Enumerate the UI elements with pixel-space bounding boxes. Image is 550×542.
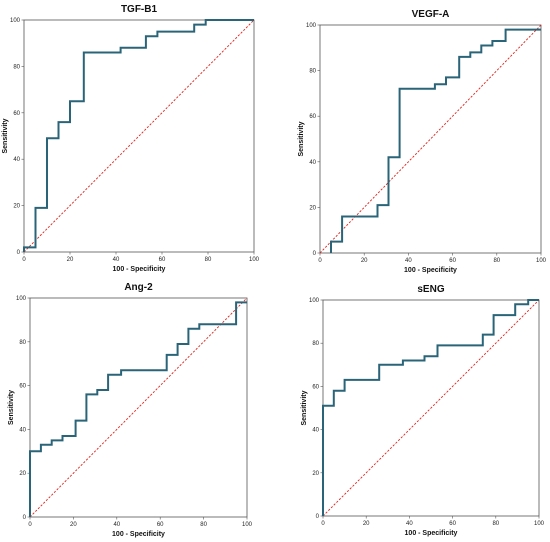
reference-line	[23, 19, 255, 253]
y-tick-label: 80	[309, 69, 316, 75]
reference-line	[319, 24, 542, 254]
roc-panel-seng: sENG 0 20 40 60 80 100 0 20 40 60 80 100 100 - Specif…	[275, 271, 550, 542]
x-tick-label: 40	[113, 522, 120, 528]
x-tick-label: 20	[70, 522, 77, 528]
y-tick-label: 40	[312, 428, 319, 434]
plot-frame-tgf-b1	[23, 19, 255, 253]
x-tick-label: 60	[159, 257, 166, 263]
x-tick-label: 100	[242, 522, 253, 528]
roc-curve-vegf-a	[330, 28, 541, 253]
y-tick-label: 80	[19, 340, 26, 346]
x-tick-label: 60	[157, 522, 164, 528]
roc-panel-vegf-a: VEGF-A 0 20 40 60 80 100 0 20 40 60 80 100 100 - Spec…	[275, 0, 550, 274]
y-tick-label: 0	[316, 514, 320, 520]
chart-title-seng: sENG	[417, 284, 444, 295]
y-tick-label: 20	[19, 471, 26, 477]
chart-title-tgf-b1: TGF-B1	[121, 4, 158, 15]
y-tick-label: 80	[13, 64, 20, 70]
x-tick-label: 60	[449, 521, 456, 527]
chart-title-ang-2: Ang-2	[124, 282, 153, 293]
x-tick-label: 20	[363, 521, 370, 527]
roc-curve-tgf-b1	[23, 19, 254, 252]
y-tick-label: 100	[16, 296, 27, 302]
x-tick-label: 0	[28, 522, 32, 528]
y-tick-label: 0	[17, 250, 21, 256]
x-tick-label: 100	[249, 257, 260, 263]
y-tick-label: 100	[306, 23, 317, 29]
y-tick-label: 40	[309, 160, 316, 166]
x-tick-label: 60	[449, 258, 456, 264]
x-tick-label: 20	[361, 258, 368, 264]
y-axis-label: Sensitivity	[2, 118, 9, 153]
roc-panel-tgf-b1: TGF-B1 0 20 40 60 80 100 0 20 40 60 80 100 100 - Spec…	[0, 0, 275, 273]
x-tick-label: 40	[113, 257, 120, 263]
roc-curve-seng	[322, 299, 539, 516]
x-tick-label: 0	[318, 258, 322, 264]
y-tick-label: 20	[13, 204, 20, 210]
x-tick-label: 20	[67, 257, 74, 263]
y-tick-label: 0	[23, 515, 27, 521]
roc-chart-ang-2: Ang-2 0 20 40 60 80 100 0 20 40 60 80 100 100 - Speci…	[8, 282, 253, 538]
y-tick-label: 60	[309, 114, 316, 120]
roc-curve-ang-2	[29, 301, 247, 517]
x-tick-label: 100	[534, 521, 545, 527]
x-axis-label: 100 - Specificity	[405, 530, 458, 537]
x-tick-label: 0	[321, 521, 325, 527]
roc-chart-vegf-a: VEGF-A 0 20 40 60 80 100 0 20 40 60 80 100 100 - Spec…	[298, 9, 547, 274]
x-axis-label: 100 - Specificity	[404, 267, 457, 274]
y-tick-label: 20	[312, 471, 319, 477]
y-tick-label: 0	[313, 251, 317, 257]
y-tick-label: 100	[10, 18, 21, 24]
x-tick-label: 0	[22, 257, 26, 263]
x-tick-label: 100	[536, 258, 547, 264]
x-axis-label: 100 - Specificity	[112, 531, 165, 538]
reference-line	[322, 299, 540, 517]
x-axis-label: 100 - Specificity	[113, 266, 166, 273]
y-tick-label: 40	[13, 157, 20, 163]
x-tick-label: 40	[406, 521, 413, 527]
y-tick-label: 60	[19, 384, 26, 390]
y-axis-label: Sensitivity	[301, 390, 308, 425]
plot-frame-ang-2	[29, 297, 248, 518]
plot-frame-vegf-a	[319, 24, 542, 254]
x-tick-label: 80	[200, 522, 207, 528]
chart-title-vegf-a: VEGF-A	[412, 9, 450, 20]
roc-panel-ang-2: Ang-2 0 20 40 60 80 100 0 20 40 60 80 100 100 - Speci…	[0, 271, 275, 542]
y-tick-label: 60	[312, 384, 319, 390]
y-tick-label: 80	[312, 341, 319, 347]
roc-chart-seng: sENG 0 20 40 60 80 100 0 20 40 60 80 100 100 - Specif…	[301, 284, 545, 537]
y-tick-label: 60	[13, 111, 20, 117]
x-tick-label: 80	[492, 521, 499, 527]
x-tick-label: 80	[205, 257, 212, 263]
y-tick-label: 100	[309, 298, 320, 304]
y-axis-label: Sensitivity	[8, 390, 15, 425]
y-tick-label: 20	[309, 205, 316, 211]
reference-line	[29, 297, 248, 518]
x-tick-label: 80	[493, 258, 500, 264]
y-tick-label: 40	[19, 427, 26, 433]
y-axis-label: Sensitivity	[298, 121, 305, 156]
x-tick-label: 40	[405, 258, 412, 264]
roc-chart-tgf-b1: TGF-B1 0 20 40 60 80 100 0 20 40 60 80 100 100 - Spec…	[2, 4, 260, 273]
